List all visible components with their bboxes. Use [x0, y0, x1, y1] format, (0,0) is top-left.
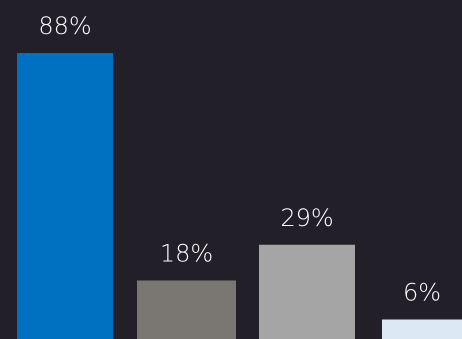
bar-1 — [17, 53, 113, 339]
bar-2 — [137, 280, 236, 339]
data-label-2: 18% — [160, 240, 213, 268]
bar-4 — [382, 319, 462, 339]
labels-group: 88% 18% 29% 6% — [38, 12, 441, 307]
bars-group — [17, 53, 462, 339]
data-label-1: 88% — [38, 12, 91, 40]
data-label-3: 29% — [280, 204, 333, 232]
data-label-4: 6% — [403, 279, 441, 307]
bar-3 — [259, 244, 355, 339]
